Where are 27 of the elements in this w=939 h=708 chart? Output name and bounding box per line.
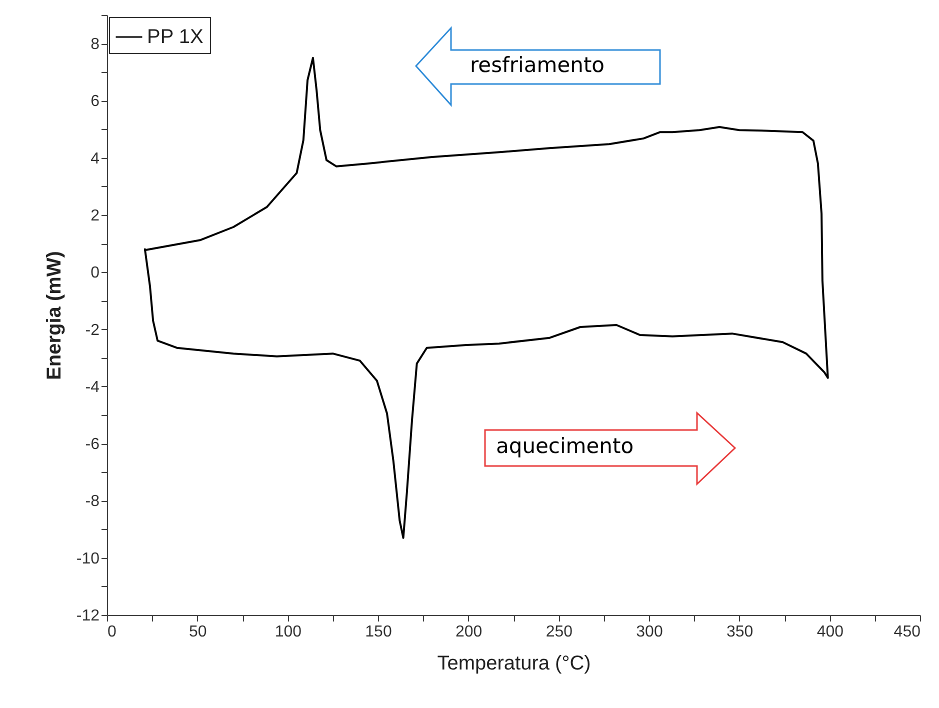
annotation: aquecimento [496,434,634,458]
y-tick-label: -10 [76,550,100,568]
annotation: resfriamento [470,53,605,77]
x-tick-label: 100 [274,624,302,640]
x-axis-title: Temperatura (°C) [437,652,591,674]
line-series [144,56,829,539]
legend-label: PP 1X [147,26,204,48]
y-tick-label: 8 [90,36,100,54]
x-tick-label: 250 [546,624,573,640]
y-tick-label: -12 [76,608,100,624]
x-tick-label: 450 [894,624,921,640]
y-tick-label: 6 [90,93,100,110]
y-tick-label: -6 [85,436,100,454]
y-tick-label: 2 [90,208,100,224]
y-tick-label: 0 [90,264,100,282]
y-axis-title: Energia (mW) [43,251,66,380]
y-tick-label: -8 [85,493,100,510]
x-tick-label: 150 [365,624,392,640]
x-tick-label: 200 [455,624,482,640]
x-tick-label: 400 [816,624,844,640]
x-tick-label: 350 [726,624,754,640]
x-tick-label: 300 [636,624,663,640]
y-tick-label: 4 [90,150,100,168]
x-tick-label: 50 [188,624,207,640]
x-tick-label: 0 [108,624,116,640]
y-tick-label: -4 [85,378,100,396]
y-tick-label: -2 [85,322,100,339]
